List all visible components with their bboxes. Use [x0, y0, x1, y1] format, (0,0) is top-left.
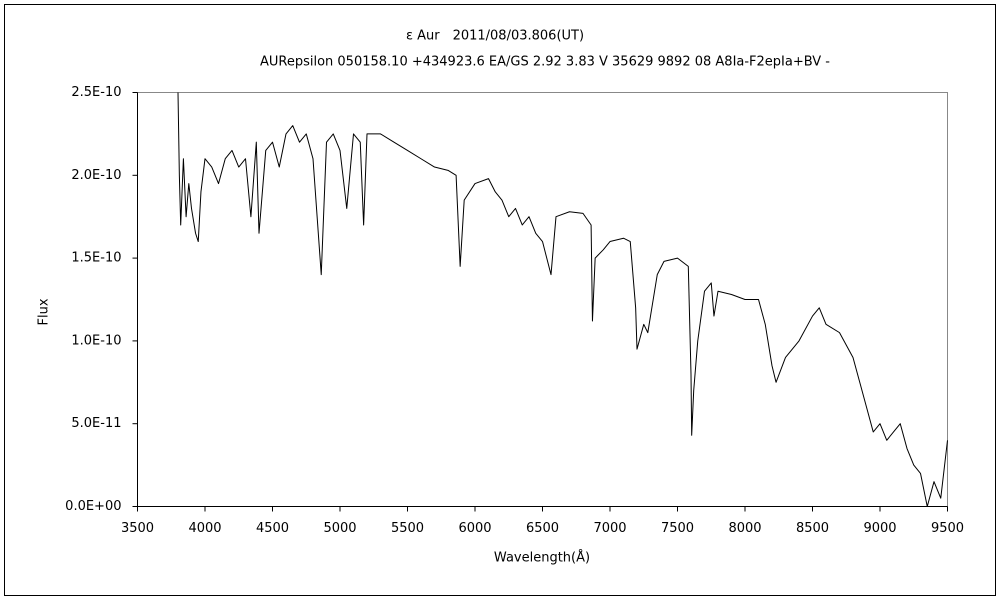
spectrum-line	[177, 92, 948, 507]
y-tick-label: 2.0E-10	[71, 168, 121, 183]
y-tick-label: 1.5E-10	[71, 251, 121, 266]
x-tick-label: 6000	[458, 521, 491, 536]
x-tick-label: 5500	[391, 521, 424, 536]
x-tick-label: 9500	[931, 521, 964, 536]
x-axis-label: Wavelength(Å)	[494, 550, 590, 566]
x-tick-label: 4500	[256, 521, 289, 536]
y-tick-label: 0.0E+00	[65, 499, 121, 514]
x-tick-label: 4000	[188, 521, 221, 536]
y-tick-label: 2.5E-10	[71, 85, 121, 100]
x-tick-label: 8500	[796, 521, 829, 536]
x-tick-label: 5000	[323, 521, 356, 536]
x-tick-label: 3500	[121, 521, 154, 536]
x-tick-label: 6500	[526, 521, 559, 536]
chart-subtitle: AURepsilon 050158.10 +434923.6 EA/GS 2.9…	[260, 55, 830, 70]
plot-area	[137, 92, 948, 507]
y-tick-label: 5.0E-11	[71, 416, 121, 431]
chart-title: ε Aur 2011/08/03.806(UT)	[406, 29, 584, 44]
x-tick-label: 9000	[863, 521, 896, 536]
y-axis-label: Flux	[37, 298, 52, 325]
x-tick-label: 7000	[593, 521, 626, 536]
x-tick-label: 8000	[728, 521, 761, 536]
y-tick-label: 1.0E-10	[71, 333, 121, 348]
x-tick-label: 7500	[661, 521, 694, 536]
